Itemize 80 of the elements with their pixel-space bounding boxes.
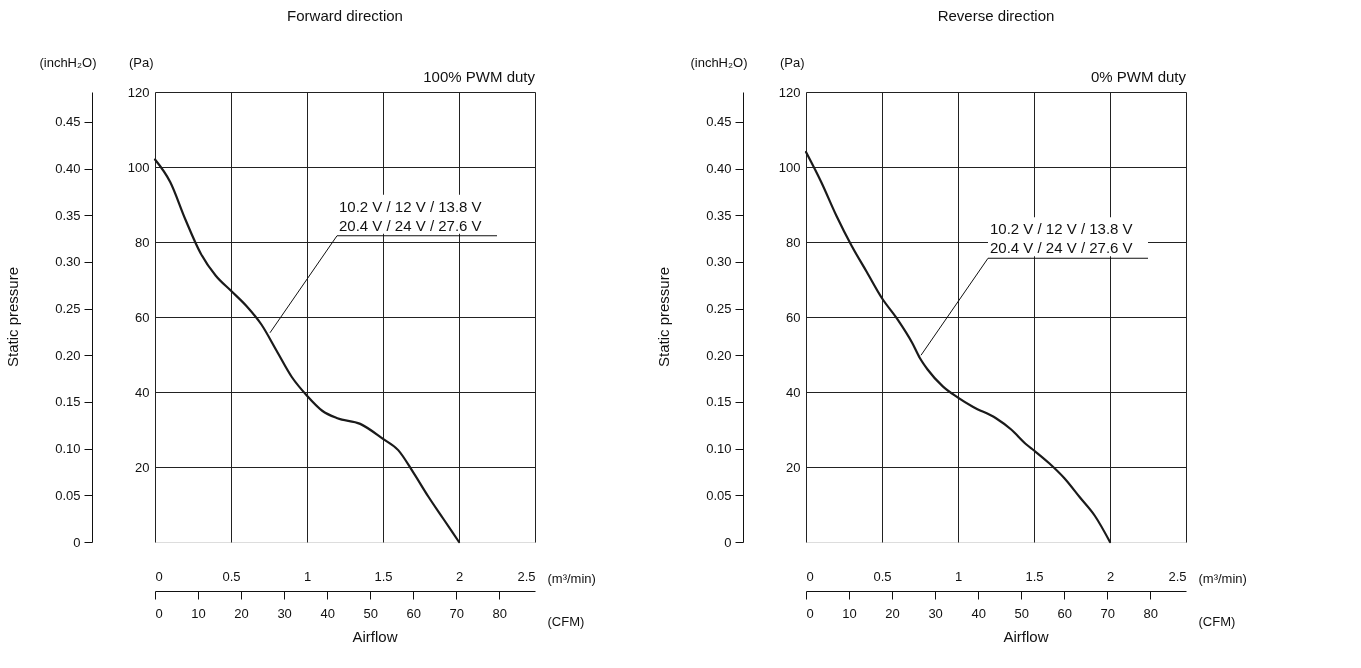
x-tick-label: 1.5 <box>1025 568 1044 584</box>
x-tick-label: 1 <box>303 568 312 584</box>
x2-tick-label: 20 <box>234 605 249 621</box>
x2-tick-label: 60 <box>406 605 421 621</box>
x-axis-title: (m³/min) <box>547 570 596 586</box>
annotation: 10.2 V / 12 V / 13.8 V 20.4 V / 24 V / 27.6 V <box>990 220 1133 257</box>
x2-tick-label: 10 <box>191 605 206 621</box>
y2-tick-label: 0 <box>73 534 81 550</box>
chart-title: Forward direction <box>287 7 403 24</box>
y-tick-label: 40 <box>135 384 150 400</box>
y-tick-label: 80 <box>135 234 150 250</box>
x2-tick-label: 0 <box>806 605 814 621</box>
x-tick-label: 0 <box>155 568 163 584</box>
x2-axis-title: (CFM) <box>547 613 585 629</box>
x-tick-label: 2 <box>1106 568 1115 584</box>
y-tick-label: 40 <box>786 384 801 400</box>
text: 100% PWM duty <box>423 68 536 85</box>
x-tick-label: 1 <box>954 568 963 584</box>
text: 0% PWM duty <box>1090 68 1187 85</box>
x2-tick-label: 80 <box>1143 605 1159 621</box>
y2-tick-label: 0.40 <box>55 161 81 177</box>
y2-tick-label: 0.15 <box>706 394 732 410</box>
y2-tick-label: 0.35 <box>706 207 732 223</box>
y2-tick-label: 0.05 <box>55 487 81 503</box>
chart-title: Reverse direction <box>937 7 1055 24</box>
y-tick-label: 20 <box>135 459 150 475</box>
x2-tick-label: 50 <box>1014 605 1029 621</box>
y-tick-label: 120 <box>127 84 150 100</box>
y2-tick-label: 0.15 <box>55 394 81 410</box>
x-tick-label: 0.5 <box>222 568 241 584</box>
y2-tick-label: 0.35 <box>55 207 81 223</box>
x2-tick-label: 80 <box>492 605 508 621</box>
annotation: 10.2 V / 12 V / 13.8 V 20.4 V / 24 V / 27.6 V <box>339 197 482 234</box>
y2-tick-label: 0.25 <box>55 301 81 317</box>
x-tick-label: 2 <box>455 568 464 584</box>
y-axis-title: (Pa) <box>779 54 805 70</box>
y-tick-label: 120 <box>778 84 801 100</box>
x-tick-label: 1.5 <box>374 568 393 584</box>
y2-axis-title: (inchH₂O) <box>690 54 748 70</box>
x2-tick-label: 0 <box>155 605 163 621</box>
x2-tick-label: 50 <box>363 605 378 621</box>
y-tick-label: 60 <box>786 309 801 325</box>
y2-tick-label: 0.40 <box>706 161 732 177</box>
y-tick-label: 20 <box>786 459 801 475</box>
text: Static pressure <box>655 266 672 368</box>
text: Airflow <box>352 628 398 645</box>
x2-tick-label: 40 <box>320 605 335 621</box>
y2-tick-label: 0.45 <box>706 114 732 130</box>
y2-tick-label: 0.10 <box>706 441 732 457</box>
y-tick-label: 80 <box>786 234 801 250</box>
x2-tick-label: 20 <box>885 605 900 621</box>
x2-tick-label: 70 <box>1100 605 1116 621</box>
y-axis-title: (Pa) <box>128 54 154 70</box>
x2-tick-label: 70 <box>449 605 465 621</box>
x2-tick-label: 30 <box>928 605 943 621</box>
y-tick-label: 60 <box>135 309 150 325</box>
x-tick-label: 0 <box>806 568 814 584</box>
y2-tick-label: 0.10 <box>55 441 81 457</box>
x2-tick-label: 10 <box>842 605 857 621</box>
y2-tick-label: 0.30 <box>706 254 732 270</box>
y2-tick-label: 0 <box>724 534 732 550</box>
y-tick-label: 100 <box>778 159 801 175</box>
y-tick-label: 100 <box>127 159 150 175</box>
x2-tick-label: 30 <box>277 605 292 621</box>
x-tick-label: 0.5 <box>873 568 892 584</box>
y2-tick-label: 0.30 <box>55 254 81 270</box>
y2-tick-label: 0.25 <box>706 301 732 317</box>
y2-tick-label: 0.20 <box>706 347 732 363</box>
text: Static pressure <box>4 266 21 368</box>
y2-tick-label: 0.05 <box>706 487 732 503</box>
y2-tick-label: 0.45 <box>55 114 81 130</box>
y2-tick-label: 0.20 <box>55 347 81 363</box>
x2-tick-label: 40 <box>971 605 986 621</box>
x-tick-label: 2.5 <box>517 568 536 584</box>
x-tick-label: 2.5 <box>1168 568 1187 584</box>
x-axis-title: (m³/min) <box>1198 570 1247 586</box>
y2-axis-title: (inchH₂O) <box>39 54 97 70</box>
x2-axis-title: (CFM) <box>1198 613 1236 629</box>
x2-tick-label: 60 <box>1057 605 1072 621</box>
text: Airflow <box>1003 628 1049 645</box>
